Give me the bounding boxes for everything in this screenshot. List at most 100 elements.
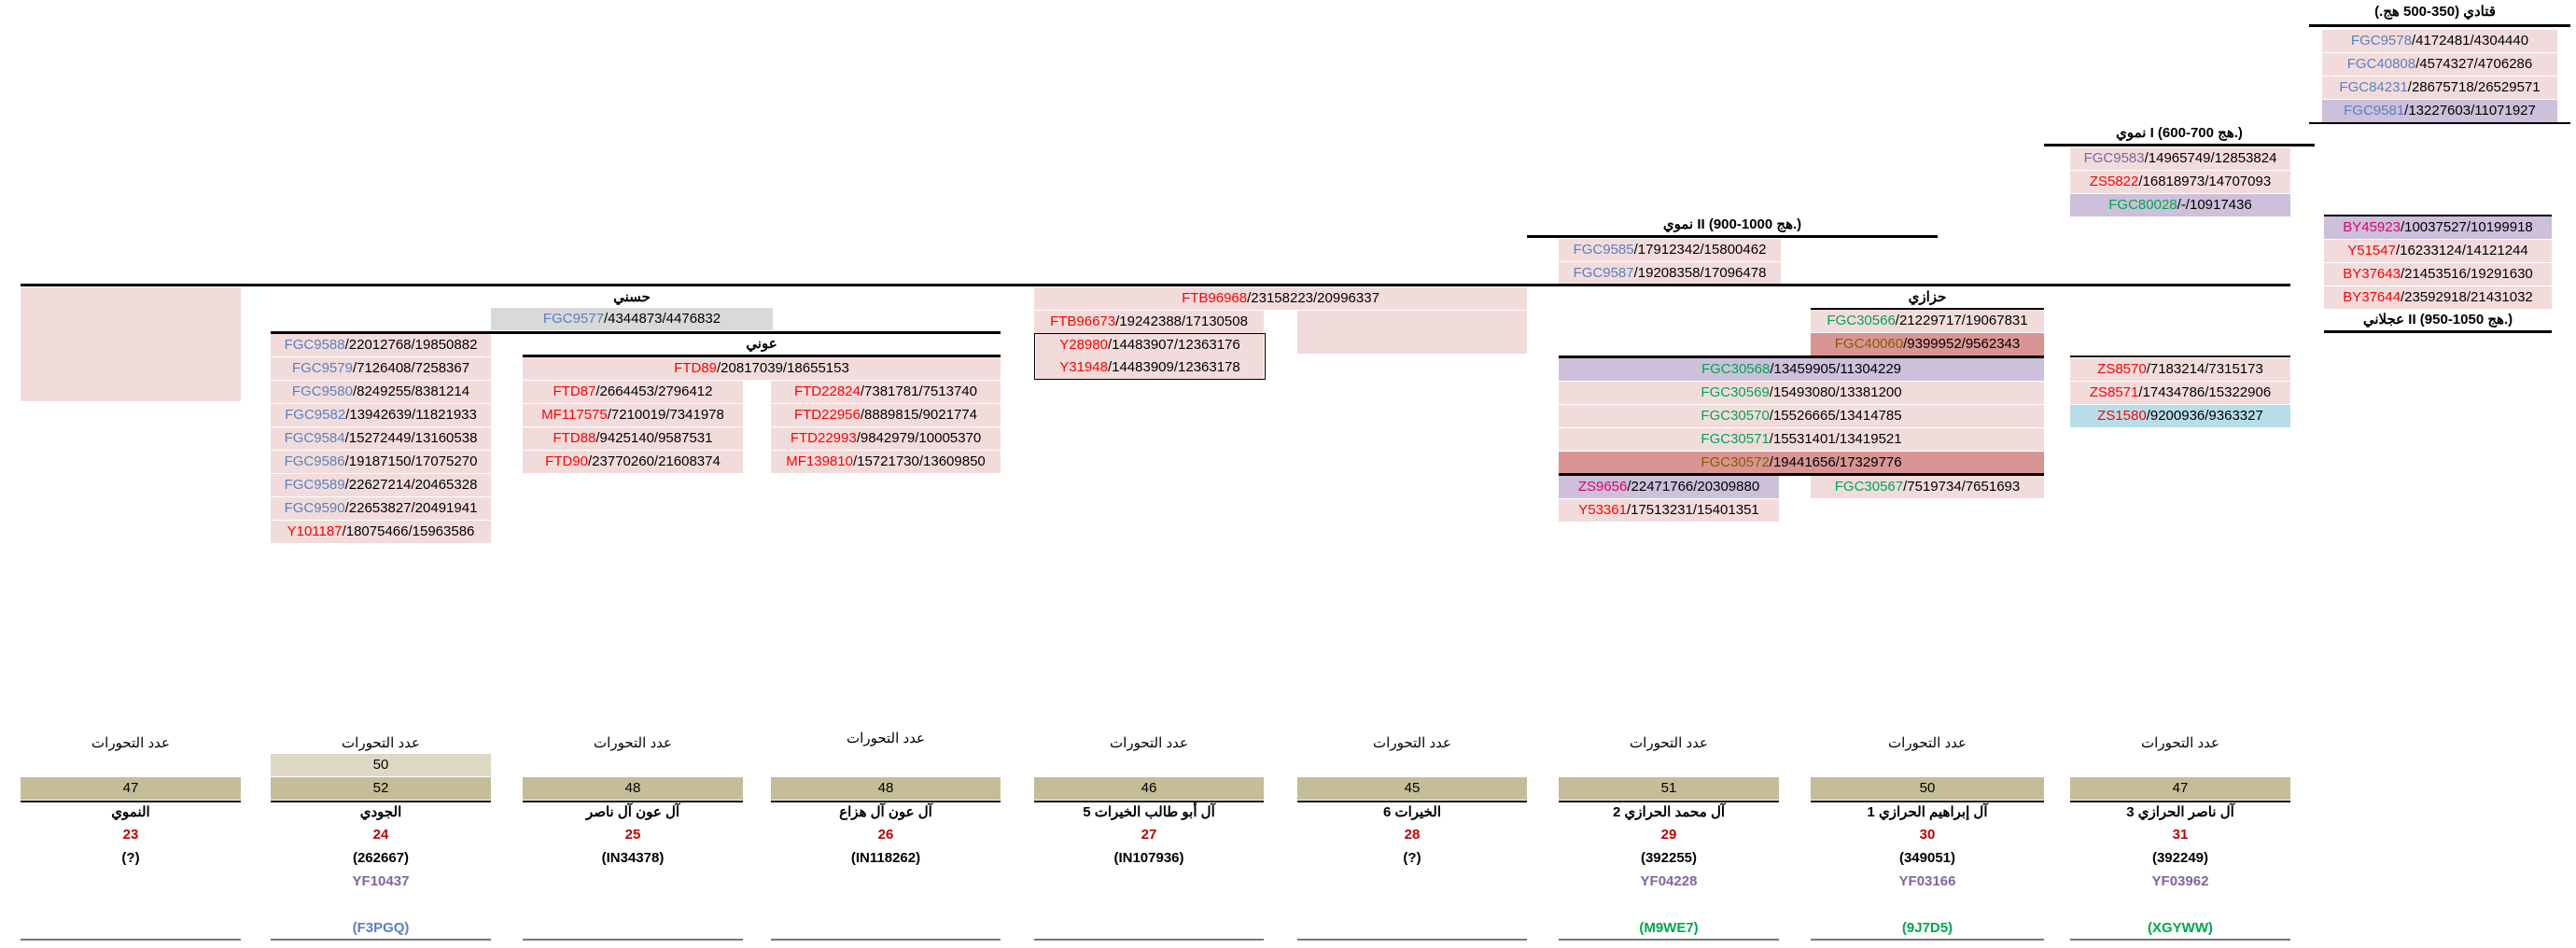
numawi1-row-2: ZS5822/16818973/14707093 [2070,171,2290,193]
yf-code: YF03166 [1898,873,1956,889]
column-divider [771,801,1001,802]
mutations-label: عدد التحورات [847,731,925,746]
snp: FTD89 [674,360,718,376]
ibrahim-row: FGC30567/7519734/7651693 [1811,476,2044,498]
snp: FGC9578 [2350,33,2412,49]
yf-code: YF04228 [1640,873,1698,889]
header-awni: عوني [523,334,1001,357]
bottom-line [523,939,743,941]
mutation-count-secondary: 50 [271,754,491,776]
snp: FTB96673 [1050,314,1116,329]
pos: /21453516/19291630 [2400,266,2533,282]
juudi-row: FGC9579/7126408/7258367 [271,357,491,380]
snp: FTD88 [553,430,596,446]
column-divider [1811,801,2044,802]
snp: ZS8570 [2097,361,2147,377]
awn-nasir-row: FTD88/9425140/9587531 [523,427,743,450]
mutation-count: 46 [1034,777,1264,800]
hasani-row: FGC9577/4344873/4476832 [491,308,773,330]
pos: /22471766/20309880 [1627,479,1760,495]
column-divider [271,801,491,802]
bottom-line [271,939,491,941]
snp: FGC40060 [1834,336,1904,352]
by-top-line [2324,215,2552,216]
yf-code: YF10437 [352,873,410,889]
snp: FGC9586 [284,453,345,469]
muhammad-row-3: FGC30570/15526665/13414785 [1559,405,2044,427]
kit-code: (IN34378) [601,850,665,866]
header-qatadi: قتادي (350-500 هج.) [2374,4,2496,20]
bottom-line [1811,939,2044,941]
pos: /15272449/13160538 [344,430,478,446]
mutations-label: عدد التحورات [91,735,170,751]
snp: ZS5822 [2089,174,2139,189]
snp: FGC9588 [284,337,345,353]
column-divider [1297,801,1527,802]
pos: /19242388/17130508 [1115,314,1248,329]
header-ajlani2: عجلاني II (950-1050 هج.) [2324,310,2552,333]
mutations-label: عدد التحورات [1110,735,1188,751]
pos: /14483907/12363176 [1107,337,1240,353]
family-name: الجودي [359,804,402,820]
pos: /21229717/19067831 [1895,313,2028,328]
juudi-row: FGC9588/22012768/19850882 [271,334,491,356]
snp: FGC80028 [2108,197,2177,213]
nasir-row-1: ZS8570/7183214/7315173 [2070,358,2290,381]
pos: /-/10917436 [2177,197,2252,213]
mutation-count: 51 [1559,777,1779,800]
snp: Y28980 [1059,337,1108,353]
pos: /16233124/14121244 [2395,243,2528,258]
pos: /17434786/15322906 [2138,384,2272,400]
awn-nasir-row: FTD87/2664453/2796412 [523,381,743,403]
snp: FGC9587 [1573,265,1634,281]
bottom-line [771,939,1001,941]
snp: FGC30567 [1834,479,1904,495]
pos: /4172481/4304440 [2411,33,2529,49]
muhammad-row-1: FGC30568/13459905/11304229 [1559,358,2044,381]
nasir-row-2: ZS8571/17434786/15322906 [2070,382,2290,404]
snp: FGC30570 [1701,408,1770,424]
snp: FGC9589 [284,477,345,493]
family-number: 23 [122,827,139,843]
family-name: آل إبراهيم الحرازي 1 [1867,804,1988,820]
juudi-row: FGC9586/19187150/17075270 [271,451,491,473]
main-horizontal-line [21,284,2290,286]
awn-nasir-row: FTD90/23770260/21608374 [523,451,743,473]
pos: /7183214/7315173 [2146,361,2263,377]
column-divider [523,801,743,802]
pos: /23770260/21608374 [588,453,721,469]
pos: /28675718/26529571 [2407,79,2541,95]
column-divider [21,801,241,802]
awni-row: FTD89/20817039/18655153 [523,357,1001,380]
khayrat5-row-3: Y31948/14483909/12363178 [1036,356,1264,379]
header-hasani: حسني [613,289,651,305]
khayrat-top-row: FTB96968/23158223/20996337 [1034,287,1527,310]
mutation-count: 50 [1811,777,2044,800]
pos: /15493080/13381200 [1769,384,1902,400]
family-number: 29 [1660,827,1677,843]
qatadi-row-2: FGC40808/4574327/4706286 [2322,53,2557,76]
by-row-3: BY37643/21453516/19291630 [2324,263,2552,286]
awn-nasir-row: MF117575/7210019/7341978 [523,404,743,426]
snp: BY37644 [2343,289,2401,305]
awn-hazza-row: FTD22993/9842979/10005370 [771,427,1001,450]
hazzazi-row-1: FGC30566/21229717/19067831 [1811,310,2044,332]
juudi-row: FGC9589/22627214/20465328 [271,474,491,496]
family-name: آل أبو طالب الخيرات 5 [1083,804,1215,820]
hap-code: (XGYWW) [2070,920,2290,936]
pos: /9399952/9562343 [1903,336,2021,352]
bottom-line [2070,939,2290,941]
numawi2-row-1: FGC9585/17912342/15800462 [1559,239,1781,261]
column-divider [1034,801,1264,802]
pos: /2664453/2796412 [595,383,713,399]
pos: /15526665/13414785 [1769,408,1902,424]
hap-code: (F3PGQ) [271,920,491,936]
juudi-row: FGC9584/15272449/13160538 [271,427,491,450]
kit-code: (392249) [2151,850,2209,866]
muhammad-row-5: FGC30572/19441656/17329776 [1559,452,2044,474]
pos: /19187150/17075270 [344,453,478,469]
snp: FTD87 [553,383,596,399]
pos: /8249255/8381214 [352,383,470,399]
snp: Y31948 [1059,359,1108,375]
pos: /9200936/9363327 [2146,408,2263,424]
